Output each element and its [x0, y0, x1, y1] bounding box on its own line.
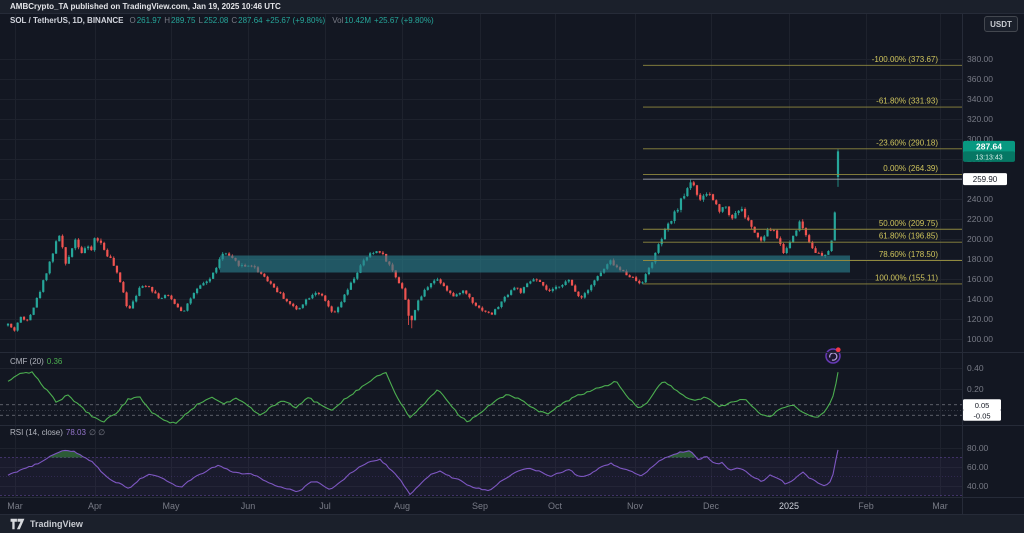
rsi-line [7, 449, 839, 496]
svg-text:Apr: Apr [88, 501, 102, 511]
svg-text:200.00: 200.00 [967, 234, 993, 244]
svg-text:-0.05: -0.05 [973, 411, 990, 420]
candles-group [6, 149, 840, 332]
attribution-bar [0, 0, 1024, 13]
svg-text:0.20: 0.20 [967, 384, 984, 394]
supply-zone-rect [220, 255, 850, 273]
svg-text:2025: 2025 [779, 501, 799, 511]
svg-text:320.00: 320.00 [967, 114, 993, 124]
svg-text:Dec: Dec [703, 501, 720, 511]
svg-text:Mar: Mar [932, 501, 948, 511]
cmf-guide-badge: -0.05 [963, 409, 1001, 421]
svg-text:300.00: 300.00 [967, 134, 993, 144]
last-price-badge: 287.64 13:13:43 [963, 140, 1015, 162]
price-axis[interactable]: 380.00360.00340.00320.00300.00280.00260.… [967, 54, 993, 491]
svg-text:259.90: 259.90 [973, 175, 998, 184]
svg-text:-61.80% (331.93): -61.80% (331.93) [876, 97, 938, 106]
footer-brand-bar: TradingView [0, 514, 1024, 533]
cmf-pane [0, 371, 962, 424]
svg-text:220.00: 220.00 [967, 214, 993, 224]
svg-text:0.05: 0.05 [975, 401, 990, 410]
svg-text:160.00: 160.00 [967, 274, 993, 284]
tradingview-brand-text[interactable]: TradingView [30, 519, 83, 529]
chart-alert-icon[interactable] [825, 347, 841, 364]
svg-text:Jun: Jun [241, 501, 256, 511]
svg-text:0.00% (264.39): 0.00% (264.39) [883, 164, 938, 173]
svg-text:287.64: 287.64 [976, 141, 1002, 151]
svg-text:Sep: Sep [472, 501, 488, 511]
svg-text:Feb: Feb [858, 501, 874, 511]
svg-text:Aug: Aug [394, 501, 410, 511]
svg-text:240.00: 240.00 [967, 194, 993, 204]
cmf-guide-badge: 0.05 [963, 399, 1001, 411]
svg-text:Oct: Oct [548, 501, 563, 511]
svg-text:120.00: 120.00 [967, 314, 993, 324]
currency-unit-button[interactable]: USDT [984, 16, 1018, 32]
svg-text:May: May [162, 501, 180, 511]
svg-text:380.00: 380.00 [967, 54, 993, 64]
cmf-line [7, 371, 839, 424]
svg-text:360.00: 360.00 [967, 74, 993, 84]
hline-price-badge: 259.90 [963, 173, 1007, 186]
svg-text:Nov: Nov [627, 501, 644, 511]
grid-lines [0, 13, 962, 497]
svg-text:180.00: 180.00 [967, 254, 993, 264]
svg-text:-23.60% (290.18): -23.60% (290.18) [876, 138, 938, 147]
time-axis[interactable]: Mar Apr May Jun Jul Aug Sep Oct Nov Dec 2025 Feb Mar [7, 501, 948, 511]
svg-text:78.60% (178.50): 78.60% (178.50) [879, 250, 938, 259]
svg-text:100.00% (155.11): 100.00% (155.11) [875, 273, 938, 282]
svg-text:100.00: 100.00 [967, 334, 993, 344]
svg-text:40.00: 40.00 [967, 481, 989, 491]
svg-text:50.00% (209.75): 50.00% (209.75) [879, 219, 938, 228]
svg-text:80.00: 80.00 [967, 443, 989, 453]
tradingview-logo-icon[interactable] [10, 518, 25, 530]
fib-retracement-group: -100.00% (373.67) -61.80% (331.93) -23.60%… [643, 55, 962, 285]
rsi-pane [0, 449, 962, 496]
svg-text:13:13:43: 13:13:43 [975, 154, 1002, 161]
svg-text:0.40: 0.40 [967, 363, 984, 373]
svg-text:340.00: 340.00 [967, 94, 993, 104]
svg-text:-100.00% (373.67): -100.00% (373.67) [872, 55, 939, 64]
svg-text:140.00: 140.00 [967, 294, 993, 304]
svg-text:Mar: Mar [7, 501, 23, 511]
svg-text:60.00: 60.00 [967, 462, 989, 472]
svg-text:61.80% (196.85): 61.80% (196.85) [879, 232, 938, 241]
svg-text:Jul: Jul [319, 501, 331, 511]
attribution-text: AMBCrypto_TA published on TradingView.co… [10, 2, 281, 11]
